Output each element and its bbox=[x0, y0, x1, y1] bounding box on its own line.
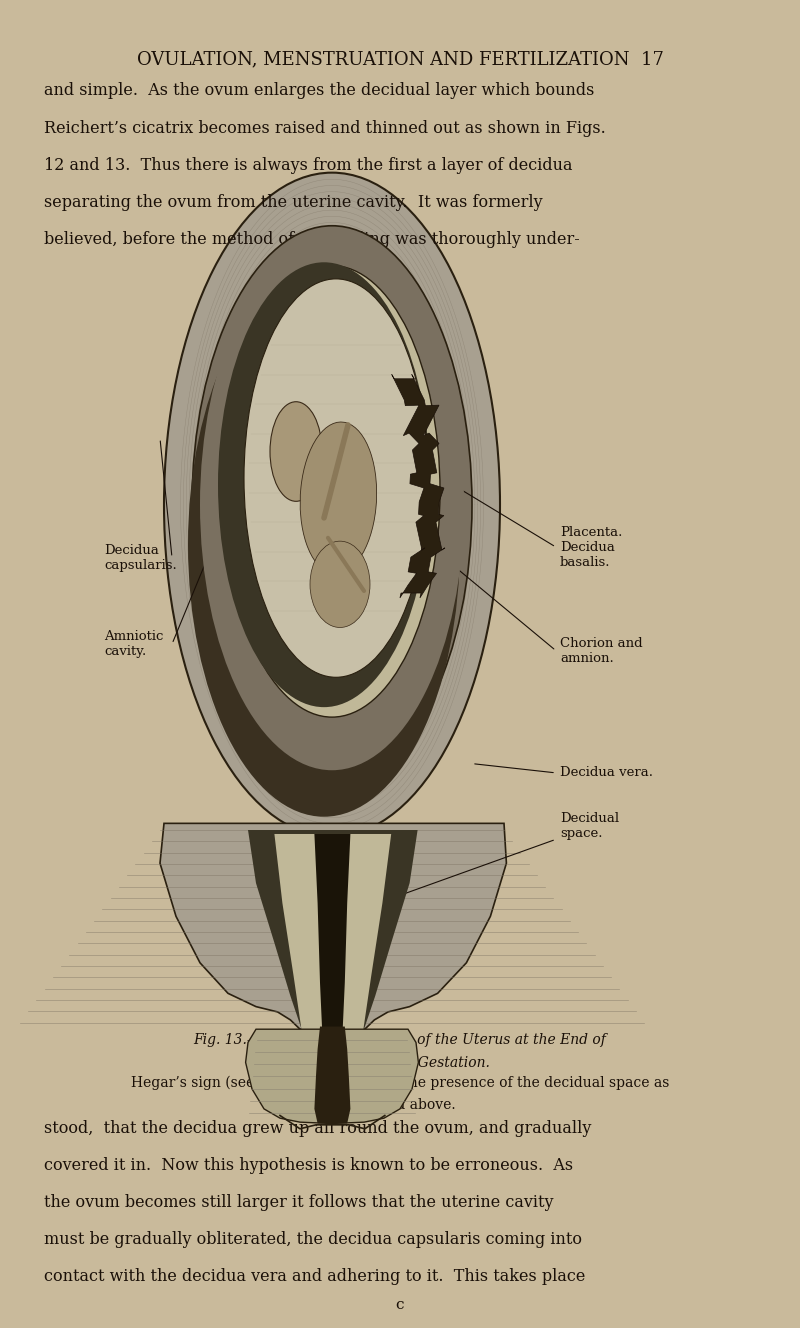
Polygon shape bbox=[314, 834, 350, 1036]
Polygon shape bbox=[160, 823, 506, 1029]
Text: Amniotic
cavity.: Amniotic cavity. bbox=[104, 629, 163, 659]
Polygon shape bbox=[248, 830, 418, 1029]
Text: Decidua
capsularis.: Decidua capsularis. bbox=[104, 543, 177, 572]
Text: Fig. 13.—To show the Contents of the Uterus at the End of: Fig. 13.—To show the Contents of the Ute… bbox=[194, 1033, 606, 1048]
Text: Chorion and
amnion.: Chorion and amnion. bbox=[560, 636, 642, 665]
Ellipse shape bbox=[270, 401, 322, 501]
Ellipse shape bbox=[300, 422, 377, 574]
Text: Reichert’s cicatrix becomes raised and thinned out as shown in Figs.: Reichert’s cicatrix becomes raised and t… bbox=[44, 120, 606, 137]
Text: must be gradually obliterated, the decidua capsularis coming into: must be gradually obliterated, the decid… bbox=[44, 1231, 582, 1248]
Polygon shape bbox=[274, 834, 391, 1031]
Text: OVULATION, MENSTRUATION AND FERTILIZATION  17: OVULATION, MENSTRUATION AND FERTILIZATIO… bbox=[137, 50, 663, 69]
Ellipse shape bbox=[224, 266, 440, 717]
Text: 12 and 13.  Thus there is always from the first a layer of decidua: 12 and 13. Thus there is always from the… bbox=[44, 157, 573, 174]
Text: contact with the decidua vera and adhering to it.  This takes place: contact with the decidua vera and adheri… bbox=[44, 1268, 586, 1286]
Ellipse shape bbox=[310, 542, 370, 628]
Polygon shape bbox=[314, 1027, 350, 1123]
Text: and simple.  As the ovum enlarges the decidual layer which bounds: and simple. As the ovum enlarges the dec… bbox=[44, 82, 594, 100]
Text: Decidual
space.: Decidual space. bbox=[560, 811, 619, 841]
Text: depicted above.: depicted above. bbox=[344, 1098, 456, 1113]
Text: covered it in.  Now this hypothesis is known to be erroneous.  As: covered it in. Now this hypothesis is kn… bbox=[44, 1157, 573, 1174]
Text: stood,  that the decidua grew up all round the ovum, and gradually: stood, that the decidua grew up all roun… bbox=[44, 1120, 591, 1137]
Text: Twelve Weeks’ Gestation.: Twelve Weeks’ Gestation. bbox=[310, 1056, 490, 1070]
Ellipse shape bbox=[188, 272, 460, 817]
Text: c: c bbox=[396, 1297, 404, 1312]
Ellipse shape bbox=[192, 226, 472, 784]
Ellipse shape bbox=[244, 279, 428, 677]
Ellipse shape bbox=[218, 262, 430, 706]
Ellipse shape bbox=[164, 173, 500, 837]
Polygon shape bbox=[392, 374, 445, 598]
Polygon shape bbox=[246, 1029, 418, 1123]
Ellipse shape bbox=[200, 239, 464, 770]
Text: Placenta.
Decidua
basalis.: Placenta. Decidua basalis. bbox=[560, 526, 622, 568]
Text: Hegar’s sign (see Fig. 29) depends on the presence of the decidual space as: Hegar’s sign (see Fig. 29) depends on th… bbox=[131, 1076, 669, 1090]
Text: separating the ovum from the uterine cavity.  It was formerly: separating the ovum from the uterine cav… bbox=[44, 194, 542, 211]
Text: the ovum becomes still larger it follows that the uterine cavity: the ovum becomes still larger it follows… bbox=[44, 1194, 554, 1211]
Text: believed, before the method of embedding was thoroughly under-: believed, before the method of embedding… bbox=[44, 231, 580, 248]
Text: Decidua vera.: Decidua vera. bbox=[560, 766, 653, 780]
